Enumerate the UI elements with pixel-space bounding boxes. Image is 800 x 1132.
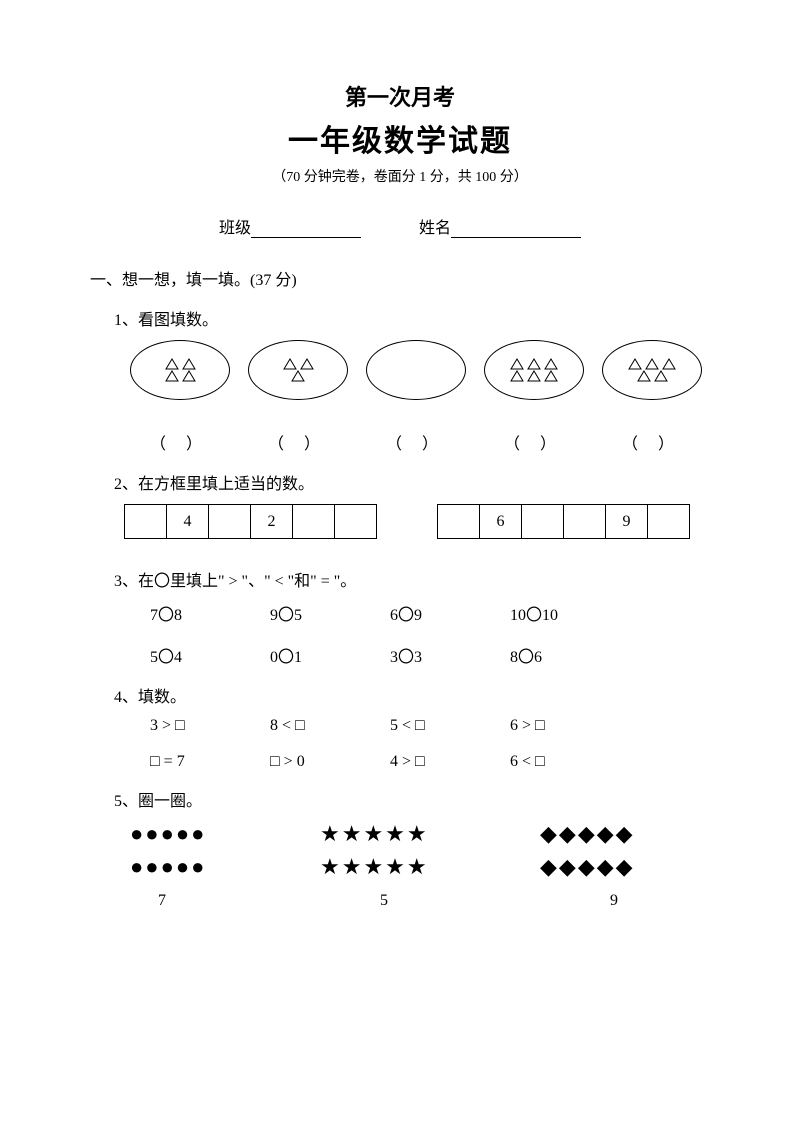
q5-nums: 7 5 9: [130, 892, 710, 910]
q1-ans-2[interactable]: （ ）: [248, 430, 348, 454]
q2b-4: 9: [606, 505, 648, 539]
subtitle: （70 分钟完卷，卷面分 1 分，共 100 分）: [90, 166, 710, 186]
q4-4[interactable]: 6 > □: [510, 717, 630, 735]
q2b-1: 6: [480, 505, 522, 539]
q1-paren-row: （ ） （ ） （ ） （ ） （ ）: [130, 430, 710, 454]
q1-label: 1、看图填数。: [114, 306, 710, 330]
q2a-4[interactable]: [293, 505, 335, 539]
q1-oval-5: [602, 340, 702, 400]
q1-oval-4: [484, 340, 584, 400]
q5-shapes-row1: ●●●●● ★★★★★ ◆◆◆◆◆ ●●●●● ★★★★★ ◆◆◆◆◆: [130, 821, 710, 880]
class-blank[interactable]: [251, 222, 361, 238]
exam-page: 第一次月考 一年级数学试题 （70 分钟完卷，卷面分 1 分，共 100 分） …: [0, 0, 800, 970]
q4-label: 4、填数。: [114, 683, 710, 707]
q2a-5[interactable]: [335, 505, 377, 539]
q3-8[interactable]: 8〇6: [510, 643, 630, 667]
q1-oval-3: [366, 340, 466, 400]
name-label: 姓名: [419, 220, 451, 237]
q2b-0[interactable]: [438, 505, 480, 539]
q4-grid: 3 > □ 8 < □ 5 < □ 6 > □ □ = 7 □ > 0 4 > …: [150, 717, 710, 771]
section-1-title: 一、想一想，填一填。(37 分): [90, 266, 710, 290]
q4-7[interactable]: 4 > □: [390, 753, 510, 771]
q1-ans-3[interactable]: （ ）: [366, 430, 466, 454]
q4-5[interactable]: □ = 7: [150, 753, 270, 771]
main-title: 一年级数学试题: [90, 116, 710, 160]
q5-label: 5、圈一圈。: [114, 787, 710, 811]
q2-table-a: 4 2: [124, 504, 377, 539]
q3-5[interactable]: 5〇4: [150, 643, 270, 667]
q2a-3: 2: [251, 505, 293, 539]
q1-oval-2: [248, 340, 348, 400]
q3-2[interactable]: 9〇5: [270, 601, 390, 625]
q2a-1: 4: [167, 505, 209, 539]
class-label: 班级: [219, 220, 251, 237]
q4-8[interactable]: 6 < □: [510, 753, 630, 771]
q2-label: 2、在方框里填上适当的数。: [114, 470, 710, 494]
student-id-row: 班级 姓名: [90, 214, 710, 238]
q3-label: 3、在〇里填上" > "、" < "和" = "。: [114, 567, 710, 591]
q5-stars-2[interactable]: ★★★★★: [320, 854, 520, 879]
q5-diamonds-1[interactable]: ◆◆◆◆◆: [540, 821, 720, 846]
q3-7[interactable]: 3〇3: [390, 643, 510, 667]
q5-num-1: 7: [130, 892, 300, 910]
q2b-3[interactable]: [564, 505, 606, 539]
q3-6[interactable]: 0〇1: [270, 643, 390, 667]
q1-ans-1[interactable]: （ ）: [130, 430, 230, 454]
q5-num-3: 9: [540, 892, 720, 910]
q4-2[interactable]: 8 < □: [270, 717, 390, 735]
q2b-5[interactable]: [648, 505, 690, 539]
q4-1[interactable]: 3 > □: [150, 717, 270, 735]
name-blank[interactable]: [451, 222, 581, 238]
header: 第一次月考 一年级数学试题 （70 分钟完卷，卷面分 1 分，共 100 分）: [90, 80, 710, 186]
q3-1[interactable]: 7〇8: [150, 601, 270, 625]
q1-ans-4[interactable]: （ ）: [484, 430, 584, 454]
q2-tables: 4 2 6 9: [124, 504, 710, 539]
q1-ans-5[interactable]: （ ）: [602, 430, 702, 454]
q5-circles-2[interactable]: ●●●●●: [130, 854, 300, 879]
q2a-2[interactable]: [209, 505, 251, 539]
q1-oval-1: [130, 340, 230, 400]
q5-num-2: 5: [320, 892, 520, 910]
q5-diamonds-2[interactable]: ◆◆◆◆◆: [540, 854, 720, 879]
q2b-2[interactable]: [522, 505, 564, 539]
q2a-0[interactable]: [125, 505, 167, 539]
q3-grid: 7〇8 9〇5 6〇9 10〇10 5〇4 0〇1 3〇3 8〇6: [150, 601, 710, 667]
q5-stars-1[interactable]: ★★★★★: [320, 821, 520, 846]
q2-table-b: 6 9: [437, 504, 690, 539]
q3-3[interactable]: 6〇9: [390, 601, 510, 625]
q5-circles-1[interactable]: ●●●●●: [130, 821, 300, 846]
q1-ovals: [130, 340, 710, 400]
q4-6[interactable]: □ > 0: [270, 753, 390, 771]
q4-3[interactable]: 5 < □: [390, 717, 510, 735]
q3-4[interactable]: 10〇10: [510, 601, 630, 625]
pretitle: 第一次月考: [90, 80, 710, 112]
